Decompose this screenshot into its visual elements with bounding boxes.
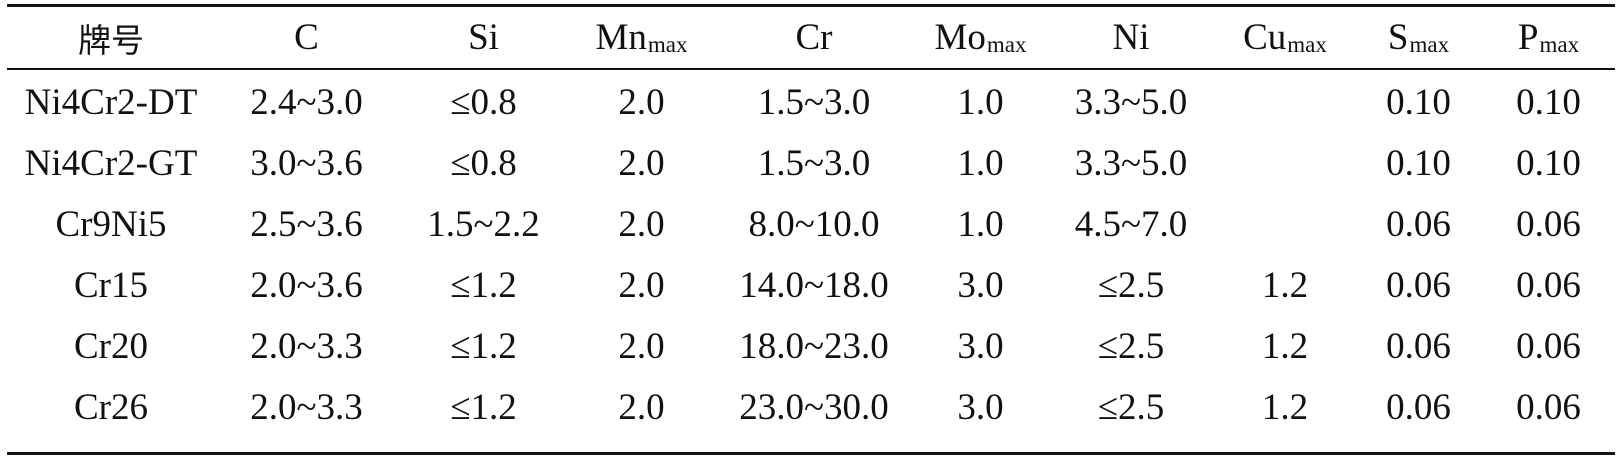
cell-cr: 1.5~3.0 bbox=[757, 143, 871, 184]
cell-p: 0.06 bbox=[1516, 204, 1581, 245]
table-top-rule bbox=[7, 4, 1615, 7]
cell-cr: 18.0~23.0 bbox=[739, 326, 889, 367]
cell-mn: 2.0 bbox=[618, 82, 665, 123]
cell-cu bbox=[1215, 72, 1355, 133]
cell-ni: ≤2.5 bbox=[1097, 326, 1165, 367]
cell-mo: 3.0 bbox=[957, 265, 1004, 306]
cell-p: 0.06 bbox=[1516, 387, 1581, 428]
cell-si: 1.5~2.2 bbox=[427, 204, 540, 245]
cell-mo: 1.0 bbox=[957, 204, 1004, 245]
cell-cr: 14.0~18.0 bbox=[739, 265, 889, 306]
table-header-rule bbox=[7, 68, 1615, 70]
header-grade: 牌号 bbox=[78, 20, 144, 60]
header-p: Pmax bbox=[1517, 17, 1580, 58]
cell-grade: Ni4Cr2-GT bbox=[24, 143, 198, 184]
cell-cu: 1.2 bbox=[1261, 387, 1309, 428]
cell-si: ≤1.2 bbox=[450, 326, 517, 367]
cell-grade: Cr26 bbox=[74, 387, 148, 428]
header-s: Smax bbox=[1387, 17, 1450, 58]
cell-c: 2.4~3.0 bbox=[250, 82, 363, 123]
cell-si: ≤0.8 bbox=[450, 82, 517, 123]
cell-mo: 3.0 bbox=[957, 387, 1004, 428]
header-cr: Cr bbox=[795, 17, 833, 58]
cell-c: 2.5~3.6 bbox=[250, 204, 363, 245]
header-si: Si bbox=[468, 17, 499, 58]
cell-mo: 1.0 bbox=[957, 143, 1004, 184]
table-row: Cr15 2.0~3.6 ≤1.2 2.0 14.0~18.0 3.0 ≤2.5… bbox=[7, 255, 1615, 316]
header-mo: Momax bbox=[934, 17, 1027, 58]
header-cu: Cumax bbox=[1243, 17, 1327, 58]
table-row: Cr20 2.0~3.3 ≤1.2 2.0 18.0~23.0 3.0 ≤2.5… bbox=[7, 316, 1615, 377]
table-row: Ni4Cr2-DT 2.4~3.0 ≤0.8 2.0 1.5~3.0 1.0 3… bbox=[7, 72, 1615, 133]
cell-c: 2.0~3.3 bbox=[250, 326, 363, 367]
table-row: Cr9Ni5 2.5~3.6 1.5~2.2 2.0 8.0~10.0 1.0 … bbox=[7, 194, 1615, 255]
header-ni: Ni bbox=[1112, 17, 1150, 58]
cell-s: 0.06 bbox=[1386, 326, 1451, 367]
cell-c: 2.0~3.6 bbox=[250, 265, 363, 306]
cell-mn: 2.0 bbox=[618, 143, 665, 184]
table-row: Cr26 2.0~3.3 ≤1.2 2.0 23.0~30.0 3.0 ≤2.5… bbox=[7, 377, 1615, 438]
cell-grade: Cr20 bbox=[74, 326, 148, 367]
cell-grade: Ni4Cr2-DT bbox=[24, 82, 198, 123]
table-bottom-rule bbox=[7, 452, 1615, 455]
cell-s: 0.10 bbox=[1386, 82, 1451, 123]
header-row: 牌号 C Si Mnmax Cr Momax Ni Cumax Smax Pma… bbox=[7, 7, 1615, 68]
cell-p: 0.06 bbox=[1516, 326, 1581, 367]
cell-ni: 3.3~5.0 bbox=[1074, 143, 1188, 184]
cell-mo: 3.0 bbox=[957, 326, 1004, 367]
cell-cu bbox=[1215, 133, 1355, 194]
cell-c: 3.0~3.6 bbox=[250, 143, 363, 184]
cell-s: 0.06 bbox=[1386, 265, 1451, 306]
cell-mn: 2.0 bbox=[618, 204, 665, 245]
cell-cr: 23.0~30.0 bbox=[739, 387, 889, 428]
cell-cr: 8.0~10.0 bbox=[748, 204, 880, 245]
cell-mn: 2.0 bbox=[618, 265, 665, 306]
cell-s: 0.06 bbox=[1386, 204, 1451, 245]
cell-grade: Cr9Ni5 bbox=[55, 204, 167, 245]
cell-si: ≤1.2 bbox=[450, 387, 517, 428]
cell-cr: 1.5~3.0 bbox=[757, 82, 871, 123]
cell-s: 0.10 bbox=[1386, 143, 1451, 184]
cell-grade: Cr15 bbox=[74, 265, 148, 306]
cell-cu: 1.2 bbox=[1261, 326, 1309, 367]
table-row: Ni4Cr2-GT 3.0~3.6 ≤0.8 2.0 1.5~3.0 1.0 3… bbox=[7, 133, 1615, 194]
cell-p: 0.06 bbox=[1516, 265, 1581, 306]
cell-ni: 4.5~7.0 bbox=[1074, 204, 1188, 245]
cell-mo: 1.0 bbox=[957, 82, 1004, 123]
composition-table: 牌号 C Si Mnmax Cr Momax Ni Cumax Smax Pma… bbox=[7, 7, 1615, 438]
cell-mn: 2.0 bbox=[618, 326, 665, 367]
cell-p: 0.10 bbox=[1516, 143, 1581, 184]
header-c: C bbox=[294, 17, 319, 58]
cell-s: 0.06 bbox=[1386, 387, 1451, 428]
header-mn: Mnmax bbox=[595, 17, 688, 58]
cell-ni: ≤2.5 bbox=[1097, 387, 1165, 428]
cell-cu: 1.2 bbox=[1261, 265, 1309, 306]
cell-c: 2.0~3.3 bbox=[250, 387, 363, 428]
cell-ni: ≤2.5 bbox=[1097, 265, 1165, 306]
cell-mn: 2.0 bbox=[618, 387, 665, 428]
cell-si: ≤1.2 bbox=[450, 265, 517, 306]
cell-cu bbox=[1215, 194, 1355, 255]
cell-ni: 3.3~5.0 bbox=[1074, 82, 1188, 123]
cell-si: ≤0.8 bbox=[450, 143, 517, 184]
cell-p: 0.10 bbox=[1516, 82, 1581, 123]
